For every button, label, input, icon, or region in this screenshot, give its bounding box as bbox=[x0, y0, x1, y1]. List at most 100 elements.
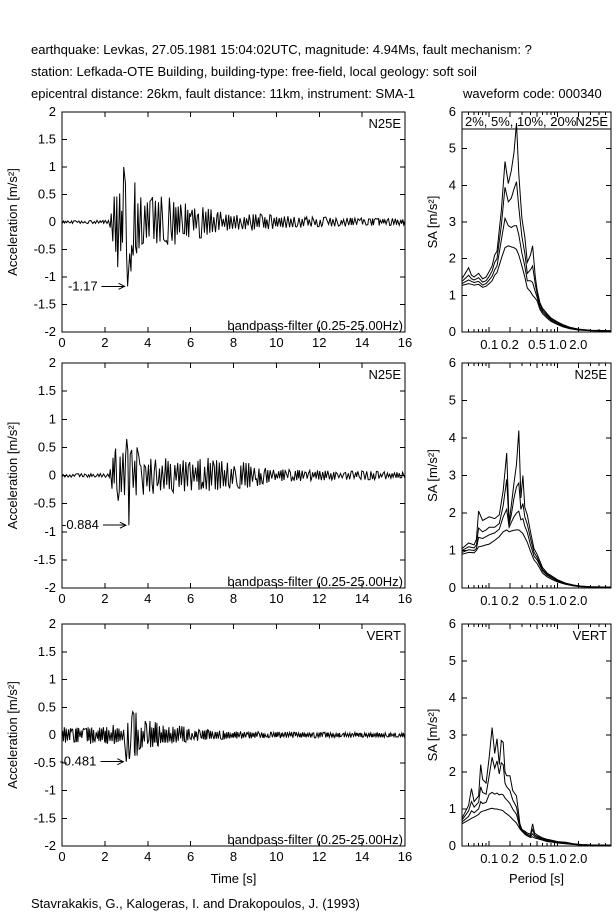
y-tick-label: -1.5 bbox=[34, 810, 56, 825]
y-tick-label: -2 bbox=[44, 580, 56, 595]
y-tick-label: 2 bbox=[449, 764, 456, 779]
x-tick-label: 0 bbox=[58, 849, 65, 864]
x-tick-label: 16 bbox=[398, 849, 412, 864]
component-label: VERT bbox=[367, 628, 401, 643]
x-tick-label: 2.0 bbox=[569, 337, 587, 352]
y-axis-title: SA [m/s²] bbox=[425, 449, 440, 502]
y-tick-label: 3 bbox=[449, 727, 456, 742]
y-tick-label: 6 bbox=[449, 616, 456, 631]
header-line-earthquake: earthquake: Levkas, 27.05.1981 15:04:02U… bbox=[31, 42, 532, 57]
x-tick-label: 0.5 bbox=[528, 593, 546, 608]
y-tick-label: 2 bbox=[49, 616, 56, 631]
y-tick-label: 0 bbox=[449, 580, 456, 595]
y-tick-label: -1 bbox=[44, 783, 56, 798]
y-tick-label: 0 bbox=[449, 324, 456, 339]
x-tick-label: 0 bbox=[58, 335, 65, 350]
y-tick-label: -0.5 bbox=[34, 755, 56, 770]
sa-curve-5% bbox=[461, 181, 612, 332]
x-tick-label: 0.2 bbox=[501, 337, 519, 352]
y-tick-label: -1.5 bbox=[34, 552, 56, 567]
sa-curve-20% bbox=[461, 245, 612, 332]
x-tick-label: 0.2 bbox=[501, 851, 519, 866]
x-tick-label: 4 bbox=[144, 591, 151, 606]
sa-curve-20% bbox=[461, 807, 612, 846]
x-tick-label: 12 bbox=[312, 849, 326, 864]
y-tick-label: -1 bbox=[44, 269, 56, 284]
y-tick-label: 1 bbox=[49, 159, 56, 174]
x-tick-label: 0.2 bbox=[501, 593, 519, 608]
x-tick-label: 14 bbox=[355, 335, 369, 350]
y-axis-title: SA [m/s²] bbox=[425, 196, 440, 249]
x-tick-label: 0.1 bbox=[480, 337, 498, 352]
acceleration-trace bbox=[61, 710, 406, 762]
y-tick-label: 3 bbox=[449, 468, 456, 483]
y-tick-label: 1.5 bbox=[38, 383, 56, 398]
y-tick-label: 1 bbox=[49, 411, 56, 426]
y-tick-label: 2 bbox=[49, 104, 56, 119]
x-tick-label: 2.0 bbox=[569, 851, 587, 866]
y-axis-title: SA [m/s²] bbox=[425, 709, 440, 762]
x-tick-label: 16 bbox=[398, 591, 412, 606]
y-tick-label: 0.5 bbox=[38, 187, 56, 202]
y-tick-label: 5 bbox=[449, 653, 456, 668]
citation: Stavrakakis, G., Kalogeras, I. and Drako… bbox=[31, 896, 360, 911]
x-tick-label: 0.1 bbox=[480, 593, 498, 608]
y-axis-title: Acceleration [m/s²] bbox=[5, 168, 20, 276]
damping-legend: 2%, 5%, 10%, 20% bbox=[465, 114, 577, 129]
x-tick-label: 8 bbox=[230, 591, 237, 606]
sa-curve-5% bbox=[461, 479, 612, 588]
x-tick-label: 16 bbox=[398, 335, 412, 350]
waveform-code: waveform code: 000340 bbox=[463, 86, 602, 101]
y-tick-label: -2 bbox=[44, 838, 56, 853]
peak-arrow-icon bbox=[117, 758, 125, 766]
sa-curve-10% bbox=[461, 791, 612, 846]
component-label: N25E bbox=[575, 114, 608, 129]
y-tick-label: 3 bbox=[449, 214, 456, 229]
x-tick-label: 0 bbox=[58, 591, 65, 606]
x-axis-title: Period [s] bbox=[509, 871, 564, 886]
y-tick-label: 4 bbox=[449, 690, 456, 705]
peak-arrow-icon bbox=[118, 282, 126, 290]
x-tick-label: 0.1 bbox=[480, 851, 498, 866]
plot-frame bbox=[461, 362, 612, 589]
x-tick-label: 6 bbox=[187, 591, 194, 606]
x-tick-label: 6 bbox=[187, 335, 194, 350]
filter-label: bandpass-filter (0.25-25.00Hz) bbox=[227, 574, 403, 589]
y-tick-label: 6 bbox=[449, 355, 456, 370]
x-tick-label: 2 bbox=[101, 849, 108, 864]
x-tick-label: 10 bbox=[269, 591, 283, 606]
y-tick-label: 1 bbox=[49, 672, 56, 687]
y-axis-title: Acceleration [m/s²] bbox=[5, 681, 20, 789]
sa-curve-5% bbox=[461, 757, 612, 846]
component-label: N25E bbox=[368, 367, 401, 382]
spectrum-plot-row3: 0.1 0.2 0.5 1.0 2.0 0 1 2 3 4 5 6 VERT SA [m/s²] Perio… bbox=[425, 616, 612, 886]
component-label: N25E bbox=[368, 116, 401, 131]
y-tick-label: -2 bbox=[44, 324, 56, 339]
sa-curve-20% bbox=[461, 529, 612, 588]
x-tick-label: 12 bbox=[312, 335, 326, 350]
x-tick-label: 4 bbox=[144, 335, 151, 350]
x-tick-label: 0.5 bbox=[528, 851, 546, 866]
y-tick-label: -1 bbox=[44, 524, 56, 539]
header-line-distances: epicentral distance: 26km, fault distanc… bbox=[31, 86, 416, 101]
x-tick-label: 2.0 bbox=[569, 593, 587, 608]
x-tick-label: 8 bbox=[230, 849, 237, 864]
y-tick-label: -0.5 bbox=[34, 242, 56, 257]
y-tick-label: 2 bbox=[449, 251, 456, 266]
acceleration-trace bbox=[61, 438, 406, 526]
y-tick-label: 5 bbox=[449, 393, 456, 408]
y-tick-label: 0.5 bbox=[38, 699, 56, 714]
accel-plot-row3: 0 2 4 6 8 10 12 14 16 2 1.5 1 0.5 0 -0.5 -1 -1.5 -2 VERT ba… bbox=[5, 616, 412, 886]
filter-label: bandpass-filter (0.25-25.00Hz) bbox=[227, 318, 403, 333]
x-tick-label: 4 bbox=[144, 849, 151, 864]
y-tick-label: 0 bbox=[49, 727, 56, 742]
y-tick-label: 1.5 bbox=[38, 644, 56, 659]
component-label: VERT bbox=[573, 628, 607, 643]
x-tick-label: 6 bbox=[187, 849, 194, 864]
x-tick-label: 10 bbox=[269, 335, 283, 350]
sa-curve-2% bbox=[461, 122, 612, 332]
x-tick-label: 8 bbox=[230, 335, 237, 350]
y-tick-label: 2 bbox=[49, 355, 56, 370]
y-axis-title: Acceleration [m/s²] bbox=[5, 422, 20, 530]
y-tick-label: 1 bbox=[449, 801, 456, 816]
